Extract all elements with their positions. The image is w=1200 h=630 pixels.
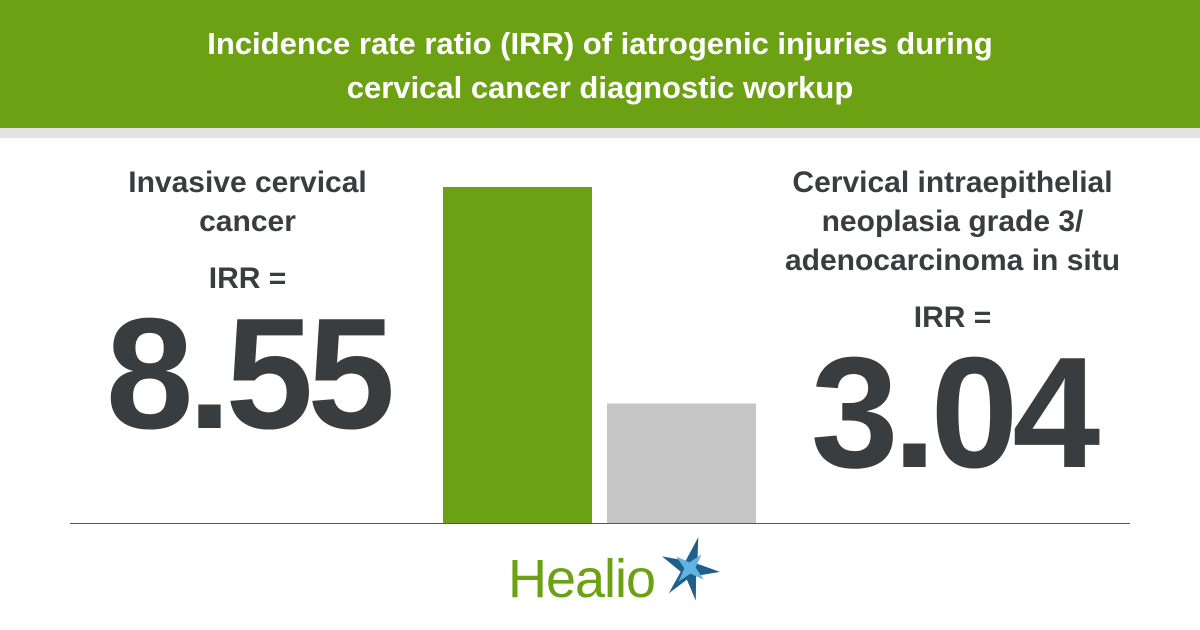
bar [607,403,756,523]
brand-logo: Healio [508,549,656,609]
logo-star [662,537,721,601]
header-strip [0,128,1200,138]
value-label: 3.04 [810,325,1101,501]
category-label: Cervical intraepithelial neoplasia grade… [784,166,1121,277]
value-prefix: IRR = [913,301,992,334]
category-label: Invasive cervical cancer [128,166,367,238]
bar [443,187,592,523]
left-block: Invasive cervical cancer IRR = 8.55 [70,163,425,462]
value-prefix: IRR = [208,262,287,295]
right-block: Cervical intraepithelial neoplasia grade… [770,163,1135,501]
value-label: 8.55 [105,286,396,462]
header-band [0,0,1200,128]
chart-title: Incidence rate ratio (IRR) of iatrogenic… [207,26,993,105]
